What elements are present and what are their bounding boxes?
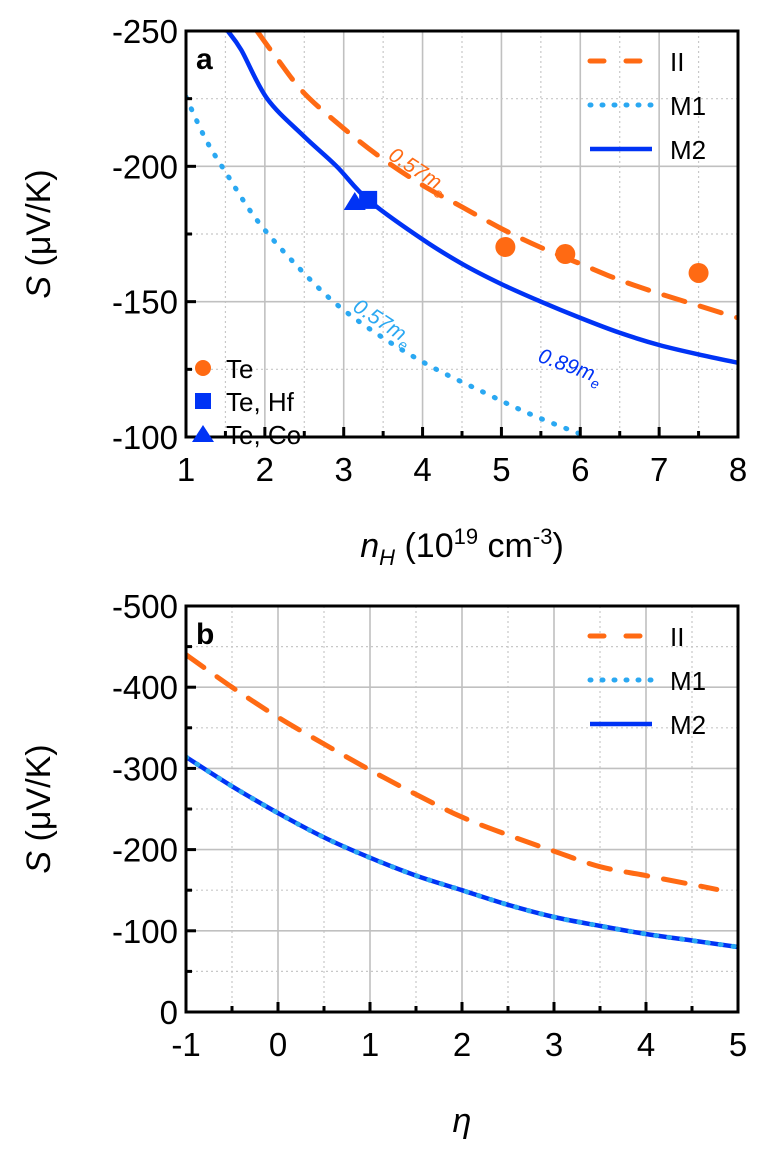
x-tick-label: 2 bbox=[453, 1026, 471, 1063]
legend-label-te-co: Te, Co bbox=[226, 420, 301, 450]
x-tick-label: 6 bbox=[571, 451, 589, 488]
panel-b-label: b bbox=[196, 618, 214, 651]
x-title-rest2: cm bbox=[478, 527, 533, 565]
x-tick-label: 8 bbox=[729, 451, 747, 488]
legend-marker-te-hf bbox=[195, 393, 211, 409]
annotation-m2-mass: 0.89me bbox=[534, 344, 606, 392]
y-title-s: S bbox=[20, 851, 58, 874]
panel-a-y-axis-title: S (μV/K) bbox=[20, 169, 58, 298]
y-title-units: (μV/K) bbox=[20, 169, 58, 275]
legend-label-m1: M1 bbox=[670, 666, 706, 696]
panel-b-y-axis-title: S (μV/K) bbox=[20, 744, 58, 873]
legend-marker-te bbox=[195, 360, 211, 376]
series-line-m1 bbox=[186, 94, 591, 437]
annotation-ii-mass: 0.57me bbox=[382, 143, 452, 202]
data-point-te-co bbox=[343, 192, 366, 211]
series-line-ii bbox=[186, 652, 720, 892]
panel-b-line-legend: II M1 M2 bbox=[587, 622, 706, 740]
y-tick-label: -400 bbox=[112, 669, 178, 706]
x-tick-label: 1 bbox=[177, 451, 195, 488]
x-tick-label: 3 bbox=[545, 1026, 563, 1063]
x-tick-label: 3 bbox=[335, 451, 353, 488]
y-tick-label: 0 bbox=[160, 994, 178, 1031]
x-tick-label: 4 bbox=[413, 451, 431, 488]
x-title-rest3: ) bbox=[552, 527, 563, 565]
panel-a-scatter bbox=[343, 190, 709, 283]
panel-a-ticks bbox=[186, 97, 701, 437]
y-title-s: S bbox=[20, 276, 58, 299]
legend-label-m2: M2 bbox=[670, 135, 706, 165]
data-point-te bbox=[495, 236, 516, 257]
y-tick-label: -200 bbox=[112, 148, 178, 185]
y-tick-label: -300 bbox=[112, 750, 178, 787]
panel-a-x-axis-title: nH (1019 cm-3) bbox=[360, 524, 564, 570]
panel-a-series bbox=[186, 31, 738, 437]
y-title-units: (μV/K) bbox=[20, 744, 58, 850]
panel-b-x-axis-title: η bbox=[453, 1102, 472, 1140]
legend-label-te: Te bbox=[226, 354, 253, 384]
legend-label-ii: II bbox=[670, 47, 684, 77]
annotation-m1-mass: 0.57me bbox=[347, 295, 417, 354]
series-line-m2 bbox=[225, 31, 738, 366]
panel-a-grid bbox=[185, 30, 739, 438]
x-tick-label: 5 bbox=[492, 451, 510, 488]
legend-label-m1: M1 bbox=[670, 91, 706, 121]
legend-label-ii: II bbox=[670, 622, 684, 652]
x-title-sub: H bbox=[379, 545, 395, 570]
legend-label-m2: M2 bbox=[670, 710, 706, 740]
y-tick-label: -100 bbox=[112, 419, 178, 456]
data-point-te bbox=[688, 262, 709, 283]
panel-a-tick-labels: 1 2 3 4 5 6 7 8 -250 -200 -150 -100 bbox=[112, 13, 747, 488]
panel-a-annotations: 0.57me 0.57me 0.89me bbox=[347, 143, 606, 392]
panel-b-ticks bbox=[186, 645, 694, 1012]
y-tick-label: -150 bbox=[112, 284, 178, 321]
panel-a: 0.57me 0.57me 0.89me 1 2 3 4 5 6 7 8 -250 -200 -150 -… bbox=[20, 13, 747, 570]
data-point-te bbox=[555, 244, 576, 265]
x-tick-label: 2 bbox=[256, 451, 274, 488]
x-title-sup1: 19 bbox=[454, 524, 478, 549]
x-tick-label: 5 bbox=[729, 1026, 747, 1063]
legend-label-te-hf: Te, Hf bbox=[226, 387, 295, 417]
x-tick-label: 0 bbox=[269, 1026, 287, 1063]
x-tick-label: -1 bbox=[171, 1026, 200, 1063]
series-line-ii bbox=[254, 31, 738, 321]
panel-a-label: a bbox=[196, 43, 213, 76]
x-tick-label: 4 bbox=[637, 1026, 655, 1063]
panel-b-series bbox=[186, 652, 738, 950]
series-line-m1 bbox=[186, 754, 738, 950]
data-point-te-hf bbox=[359, 190, 378, 209]
y-tick-label: -250 bbox=[112, 13, 178, 50]
x-tick-label: 7 bbox=[650, 451, 668, 488]
y-tick-label: -100 bbox=[112, 913, 178, 950]
legend-marker-te-co bbox=[192, 425, 214, 442]
y-tick-label: -500 bbox=[112, 588, 178, 625]
x-title-n: n bbox=[360, 527, 379, 565]
x-title-sup2: -3 bbox=[533, 524, 553, 549]
panel-a-line-legend: II M1 M2 bbox=[587, 47, 706, 165]
y-tick-label: -200 bbox=[112, 832, 178, 869]
x-tick-label: 1 bbox=[361, 1026, 379, 1063]
x-title-rest1: (10 bbox=[395, 527, 454, 565]
